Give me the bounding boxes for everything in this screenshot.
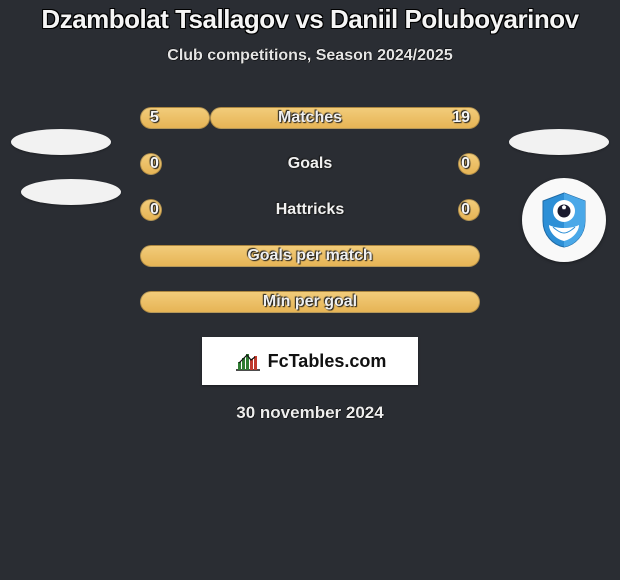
watermark-badge: FcTables.com — [202, 337, 418, 385]
player1-nation-slot — [6, 124, 116, 160]
stat-value-right: 19 — [452, 103, 470, 133]
stat-label: Goals — [140, 149, 480, 179]
stat-label: Hattricks — [140, 195, 480, 225]
stat-value-right: 0 — [461, 149, 470, 179]
watermark-text: FcTables.com — [268, 351, 387, 372]
ellipse-placeholder — [509, 129, 609, 155]
page-title: Dzambolat Tsallagov vs Daniil Poluboyari… — [0, 0, 620, 35]
bar-chart-icon — [234, 350, 262, 372]
stat-row-gpm: Goals per match — [140, 241, 480, 271]
club-crest-icon — [539, 191, 589, 249]
player1-club-slot — [16, 174, 126, 210]
player2-nation-slot — [504, 124, 614, 160]
stat-label: Matches — [140, 103, 480, 133]
stat-row-hattricks: 0 Hattricks 0 — [140, 195, 480, 225]
stat-row-matches: 5 Matches 19 — [140, 103, 480, 133]
stat-label: Min per goal — [140, 287, 480, 317]
stat-label: Goals per match — [140, 241, 480, 271]
ellipse-placeholder — [11, 129, 111, 155]
player2-club-slot — [522, 178, 606, 262]
ellipse-placeholder — [21, 179, 121, 205]
page-subtitle: Club competitions, Season 2024/2025 — [0, 47, 620, 65]
stat-row-goals: 0 Goals 0 — [140, 149, 480, 179]
stat-row-mpg: Min per goal — [140, 287, 480, 317]
infographic-date: 30 november 2024 — [0, 403, 620, 423]
stat-value-right: 0 — [461, 195, 470, 225]
